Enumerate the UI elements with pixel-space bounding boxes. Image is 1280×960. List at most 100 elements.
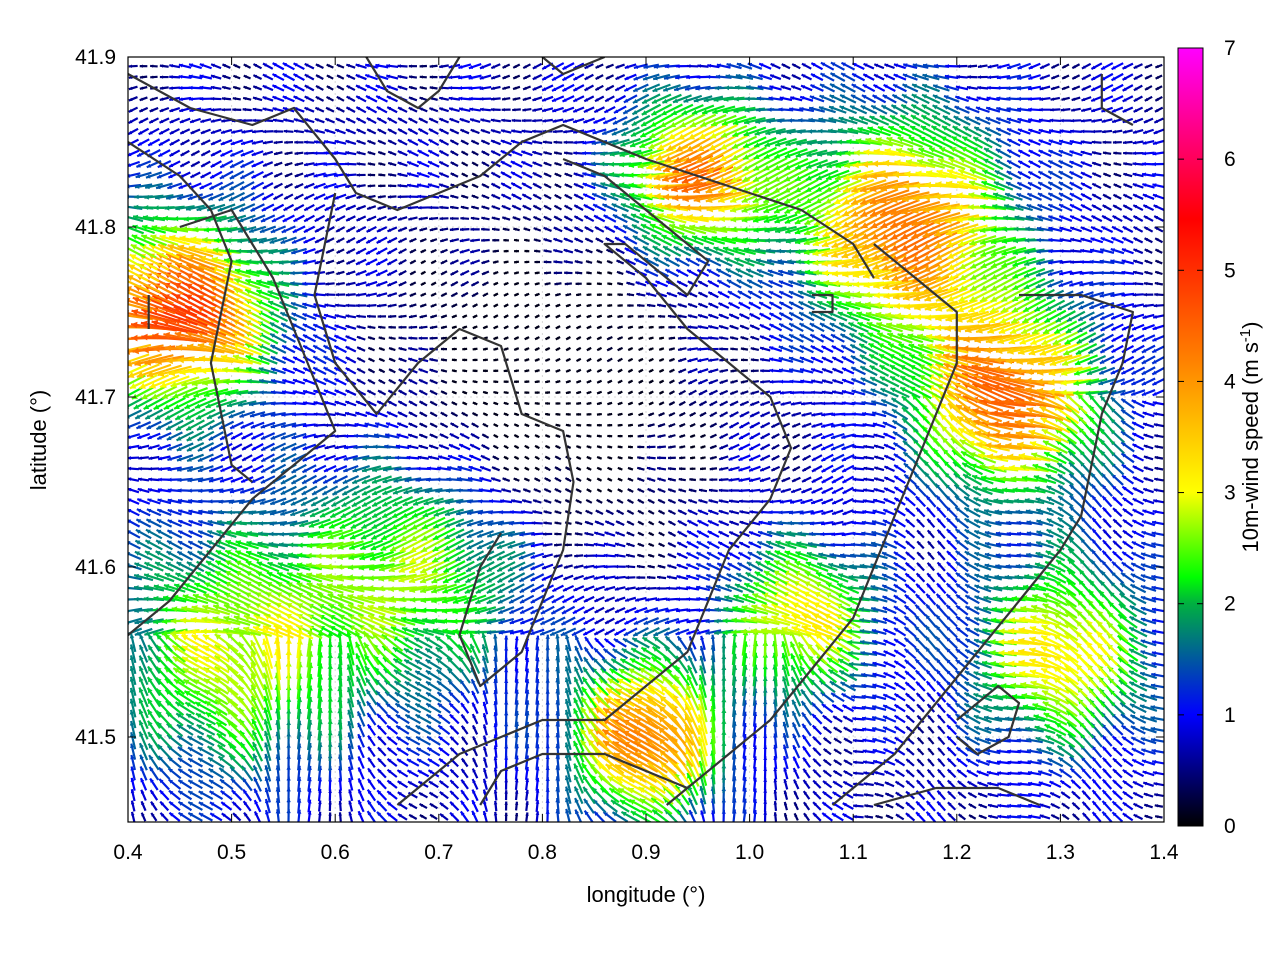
wind-vector <box>646 575 656 580</box>
wind-vector <box>843 769 853 777</box>
wind-vector <box>677 303 688 308</box>
wind-vector <box>534 380 540 384</box>
wind-vector <box>524 466 530 471</box>
wind-vector <box>355 292 367 297</box>
wind-vector <box>535 635 540 651</box>
wind-vector <box>966 769 979 778</box>
wind-vector <box>627 466 634 471</box>
wind-vector <box>927 714 935 724</box>
wind-vector <box>1153 488 1164 493</box>
wind-vector <box>593 564 606 569</box>
wind-vector <box>749 324 760 331</box>
wind-vector <box>831 520 844 526</box>
wind-vector <box>490 477 501 483</box>
wind-vector <box>338 812 343 822</box>
wind-vector <box>667 553 677 559</box>
wind-vector <box>677 347 687 351</box>
wind-vector <box>574 521 583 526</box>
wind-vector <box>781 476 791 483</box>
wind-vector <box>177 746 193 758</box>
wind-vector <box>533 488 542 493</box>
wind-vector <box>648 412 655 417</box>
wind-vector <box>760 421 771 429</box>
wind-vector <box>636 477 645 482</box>
wind-vector <box>462 336 468 340</box>
wind-vector <box>689 445 696 449</box>
wind-vector <box>968 814 977 820</box>
wind-vector <box>482 390 489 395</box>
wind-vector <box>128 466 139 471</box>
wind-vector <box>904 572 916 583</box>
wind-vector <box>1102 767 1113 779</box>
wind-vector <box>783 755 789 770</box>
wind-vector <box>606 346 613 352</box>
wind-vector <box>709 477 718 482</box>
wind-vector <box>863 444 875 449</box>
wind-vector <box>439 812 449 821</box>
wind-vector <box>667 488 677 493</box>
wind-vector <box>1132 476 1144 484</box>
wind-vector <box>626 292 635 297</box>
wind-vector <box>709 455 717 460</box>
wind-vector <box>1132 769 1145 778</box>
wind-vector <box>208 790 224 801</box>
wind-vector <box>367 378 376 385</box>
wind-vector <box>1153 499 1164 504</box>
wind-vector <box>801 465 812 472</box>
wind-vector <box>503 401 509 406</box>
wind-vector <box>728 499 740 504</box>
wind-vector <box>811 487 823 494</box>
wind-vector <box>471 713 479 725</box>
wind-vector <box>554 466 562 472</box>
wind-vector <box>319 506 341 519</box>
wind-vector <box>545 391 551 395</box>
wind-vector <box>449 713 460 725</box>
wind-vector <box>783 801 788 811</box>
wind-vector <box>594 520 605 526</box>
wind-vector <box>376 292 388 298</box>
wind-vector <box>753 766 758 780</box>
wind-vector <box>356 314 367 319</box>
wind-vector <box>937 747 946 757</box>
wind-vector <box>648 347 654 351</box>
wind-vector <box>458 443 471 451</box>
wind-vector <box>460 757 469 768</box>
wind-vector <box>707 530 720 538</box>
wind-vector <box>811 465 823 473</box>
wind-vector <box>377 746 387 757</box>
wind-vector <box>699 422 707 428</box>
wind-vector <box>1027 770 1042 776</box>
wind-vector <box>624 606 637 614</box>
wind-vector <box>318 811 322 822</box>
wind-vector <box>438 780 450 789</box>
wind-vector <box>345 356 357 364</box>
wind-vector <box>636 292 646 297</box>
wind-vector <box>361 506 382 519</box>
wind-vector <box>217 755 236 770</box>
wind-vector <box>482 412 489 417</box>
wind-vector <box>482 303 489 308</box>
wind-vector <box>740 347 749 351</box>
wind-vector <box>448 443 461 451</box>
wind-vector <box>915 572 926 583</box>
wind-vector <box>154 561 174 572</box>
wind-vector <box>893 703 906 713</box>
wind-vector <box>738 301 751 310</box>
wind-vector <box>936 582 947 595</box>
wind-vector <box>688 488 697 493</box>
wind-vector <box>614 564 626 569</box>
wind-vector <box>345 281 356 286</box>
wind-vector <box>1142 498 1155 505</box>
wind-vector <box>204 570 228 585</box>
wind-vector <box>514 636 519 650</box>
wind-vector <box>627 347 634 352</box>
wind-vector <box>603 553 616 558</box>
wind-vector <box>729 336 739 341</box>
wind-vector <box>576 401 582 405</box>
wind-vector <box>925 680 936 693</box>
wind-vector <box>738 443 751 451</box>
wind-vector <box>545 401 551 405</box>
wind-vector <box>1122 801 1134 811</box>
wind-vector <box>1132 497 1144 506</box>
wind-vector <box>883 748 896 756</box>
